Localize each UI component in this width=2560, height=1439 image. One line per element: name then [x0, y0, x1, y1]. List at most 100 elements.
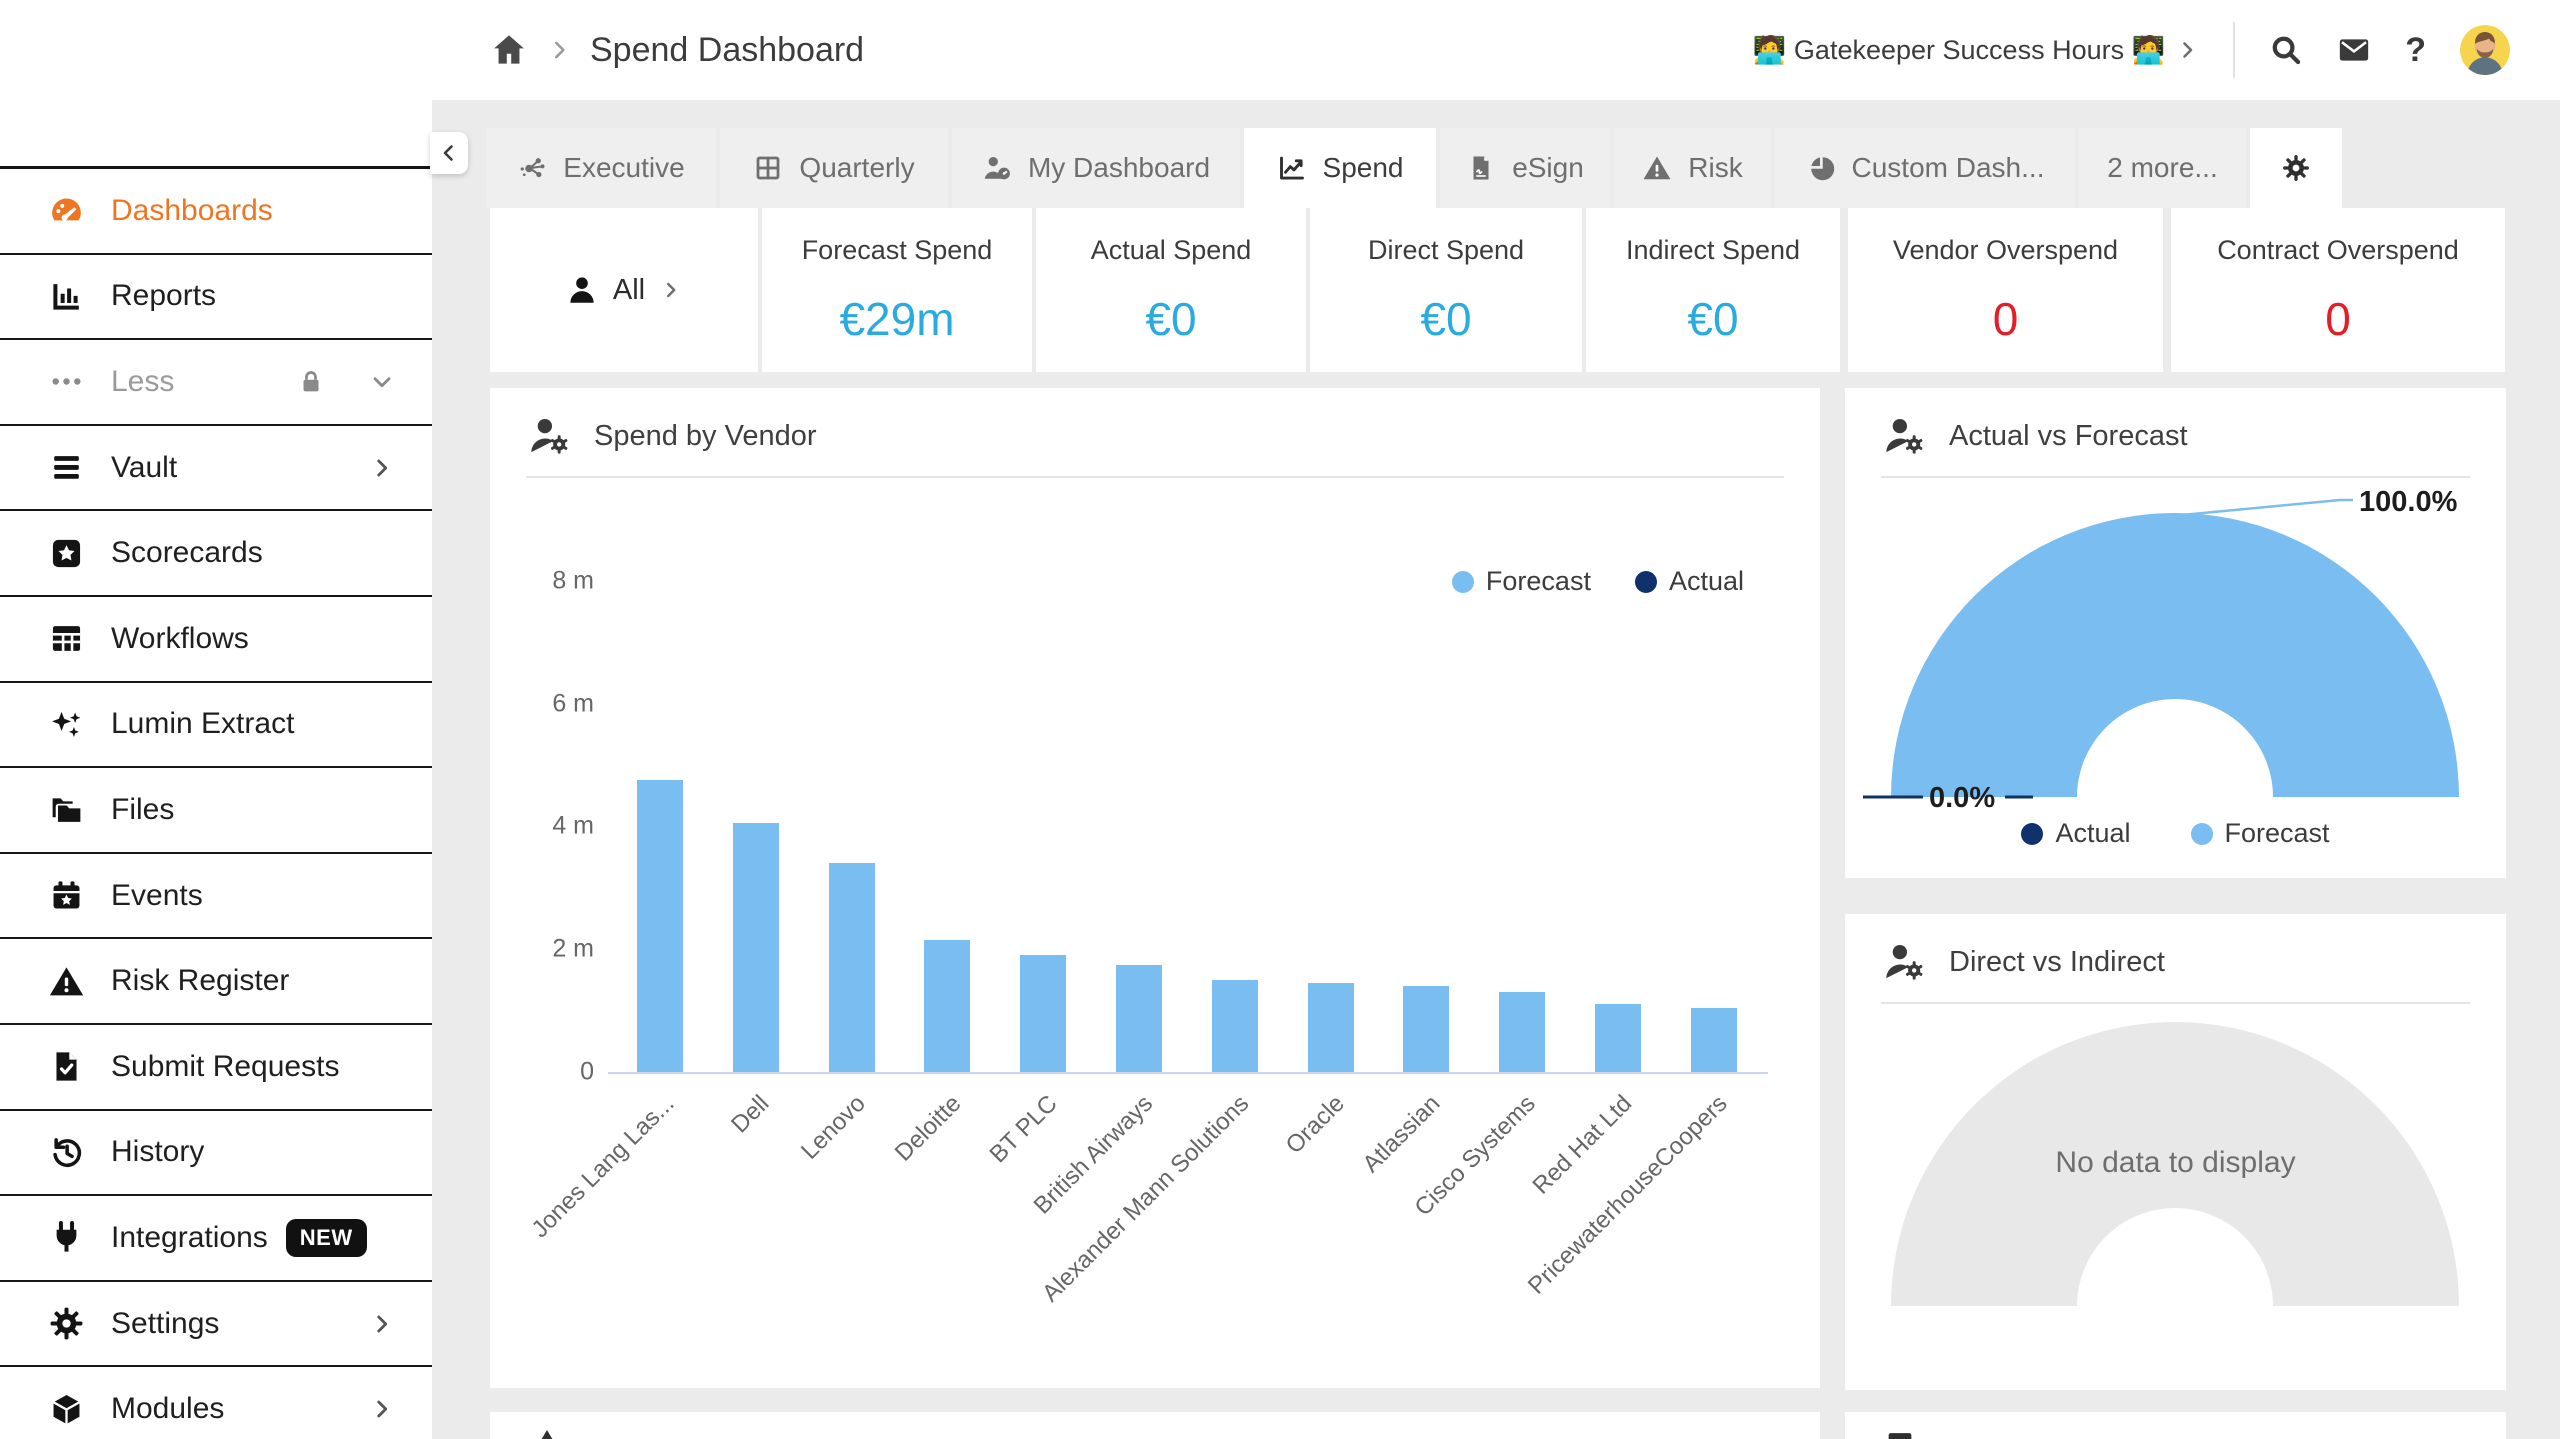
sidebar-item-workflows[interactable]: Workflows [0, 597, 432, 683]
x-axis-label: BT PLC [984, 1090, 1063, 1169]
forecast-bar-cisco-systems[interactable] [1499, 992, 1546, 1072]
x-axis-label: Atlassian [1357, 1090, 1446, 1178]
vendor-gear-icon [528, 414, 572, 458]
sidebar-item-scorecards[interactable]: Scorecards [0, 511, 432, 597]
tab-custom-dash[interactable]: Custom Dash... [1775, 128, 2075, 208]
forecast-bar-jones-lang-las[interactable] [637, 780, 683, 1072]
ellipsis-icon [48, 363, 85, 400]
sidebar-item-lumin-extract[interactable]: Lumin Extract [0, 683, 432, 769]
panel-title: Actual vs Forecast [1949, 419, 2188, 452]
kpi-value: €0 [1145, 292, 1197, 345]
bottom-right-panel-partial [1845, 1412, 2506, 1439]
sidebar-item-integrations[interactable]: Integrations NEW [0, 1196, 432, 1282]
sidebar-item-label: Lumin Extract [111, 707, 295, 741]
kpi-inner: Forecast Spend €29m [762, 208, 1032, 372]
sidebar-item-label: Files [111, 792, 175, 826]
mail-icon[interactable] [2337, 33, 2371, 67]
sidebar-item-label: Workflows [111, 621, 249, 655]
home-icon[interactable] [490, 31, 528, 69]
y-axis-tick: 6 m [552, 689, 594, 718]
tab-label: My Dashboard [1027, 152, 1211, 183]
breadcrumb: Spend Dashboard [490, 0, 864, 100]
tab-esign[interactable]: eSign [1440, 128, 1610, 208]
forecast-bar-alexander-mann-solutions[interactable] [1211, 980, 1258, 1072]
gauge-max-label: 100.0% [2359, 486, 2458, 518]
tab-risk[interactable]: Risk [1614, 128, 1771, 208]
sidebar-item-dashboards[interactable]: Dashboards [0, 169, 432, 255]
sidebar-item-label: Events [111, 878, 203, 912]
document-check-icon [48, 1048, 85, 1085]
gauge-legend: Actual Forecast [1845, 818, 2506, 849]
legend-item-actual[interactable]: Actual [1634, 566, 1744, 597]
filter-label: All [612, 273, 646, 306]
sidebar-collapse-button[interactable] [430, 132, 468, 174]
panel-title: Spend by Vendor [594, 419, 817, 452]
legend-label: Actual [2055, 818, 2131, 848]
legend-item-forecast[interactable]: Forecast [1451, 566, 1591, 597]
help-icon[interactable]: ? [2405, 31, 2426, 69]
sidebar-item-history[interactable]: History [0, 1111, 432, 1197]
forecast-bar-red-hat-ltd[interactable] [1595, 1004, 1641, 1072]
kpi-value: €29m [839, 292, 955, 345]
header-actions: 🧑‍💻 Gatekeeper Success Hours 🧑‍💻 ? [1753, 0, 2510, 100]
tab-2-more[interactable]: 2 more... [2079, 128, 2246, 208]
legend-label: Actual [1668, 566, 1744, 596]
calendar-icon [48, 877, 85, 914]
forecast-gauge-chart[interactable]: 100.0% 0.0% [1845, 388, 2506, 878]
sidebar-item-risk-register[interactable]: Risk Register [0, 939, 432, 1025]
tab-my-dashboard[interactable]: My Dashboard [952, 128, 1240, 208]
legend-item-forecast[interactable]: Forecast [2190, 818, 2330, 849]
kpi-inner: Actual Spend €0 [1036, 208, 1306, 372]
chevron-right-icon [2175, 38, 2199, 62]
forecast-bar-atlassian[interactable] [1403, 986, 1450, 1072]
sidebar-item-label: Dashboards [111, 193, 273, 227]
kpi-label: Actual Spend [1090, 234, 1252, 265]
sidebar-item-events[interactable]: Events [0, 854, 432, 940]
vendor-gear-icon [1883, 940, 1927, 984]
sidebar-item-label: Modules [111, 1392, 225, 1426]
tab-spend[interactable]: Spend [1244, 128, 1436, 208]
forecast-bar-oracle[interactable] [1307, 983, 1354, 1072]
chart-legend: Forecast Actual [1451, 566, 1744, 597]
forecast-bar-pricewaterhousecoopers[interactable] [1690, 1008, 1737, 1072]
legend-dot [1451, 570, 1474, 593]
sidebar-item-reports[interactable]: Reports [0, 255, 432, 341]
sidebar-item-vault[interactable]: Vault [0, 426, 432, 512]
pie-icon [1806, 153, 1836, 183]
panel-header: Actual vs Forecast [1883, 414, 2188, 458]
success-hours-link[interactable]: 🧑‍💻 Gatekeeper Success Hours 🧑‍💻 [1753, 34, 2199, 66]
sidebar-item-submit-requests[interactable]: Submit Requests [0, 1025, 432, 1111]
top-header: Spend Dashboard 🧑‍💻 Gatekeeper Success H… [0, 0, 2560, 100]
tab-quarterly[interactable]: Quarterly [720, 128, 948, 208]
forecast-bar-bt-plc[interactable] [1020, 955, 1067, 1072]
sidebar-item-files[interactable]: Files [0, 768, 432, 854]
forecast-bar-lenovo[interactable] [828, 863, 875, 1072]
chevron-down-icon [368, 368, 396, 396]
workflows-table-icon [48, 620, 85, 657]
sidebar-item-settings[interactable]: Settings [0, 1282, 432, 1368]
avatar[interactable] [2460, 25, 2510, 75]
forecast-bar-dell[interactable] [732, 823, 779, 1072]
chevron-right-icon [659, 278, 683, 302]
actual-vs-forecast-panel: Actual vs Forecast 100.0% 0.0% Actual For… [1845, 388, 2506, 878]
x-axis-line [608, 1072, 1768, 1074]
sidebar-top-rule [0, 166, 432, 169]
tab-label: Quarterly [799, 152, 915, 183]
search-icon[interactable] [2269, 33, 2303, 67]
grid-icon [753, 153, 783, 183]
vendor-filter-all[interactable]: All [490, 208, 758, 372]
tab-executive[interactable]: Executive [486, 128, 716, 208]
chevron-right-icon [368, 1310, 396, 1338]
x-axis-label: Deloitte [889, 1090, 967, 1167]
tab-settings-gear[interactable] [2250, 128, 2342, 208]
panel-rule [1881, 476, 2470, 478]
forecast-bar-deloitte[interactable] [924, 940, 971, 1072]
sidebar-item-modules[interactable]: Modules [0, 1367, 432, 1439]
bottom-left-panel-partial [490, 1412, 1820, 1439]
direct-vs-indirect-panel: Direct vs Indirect No data to display [1845, 914, 2506, 1390]
chevron-right-icon [546, 37, 572, 63]
sidebar-item-label: History [111, 1135, 205, 1169]
sidebar-item-less[interactable]: Less [0, 340, 432, 426]
legend-item-actual[interactable]: Actual [2021, 818, 2131, 849]
forecast-bar-british-airways[interactable] [1116, 965, 1162, 1072]
